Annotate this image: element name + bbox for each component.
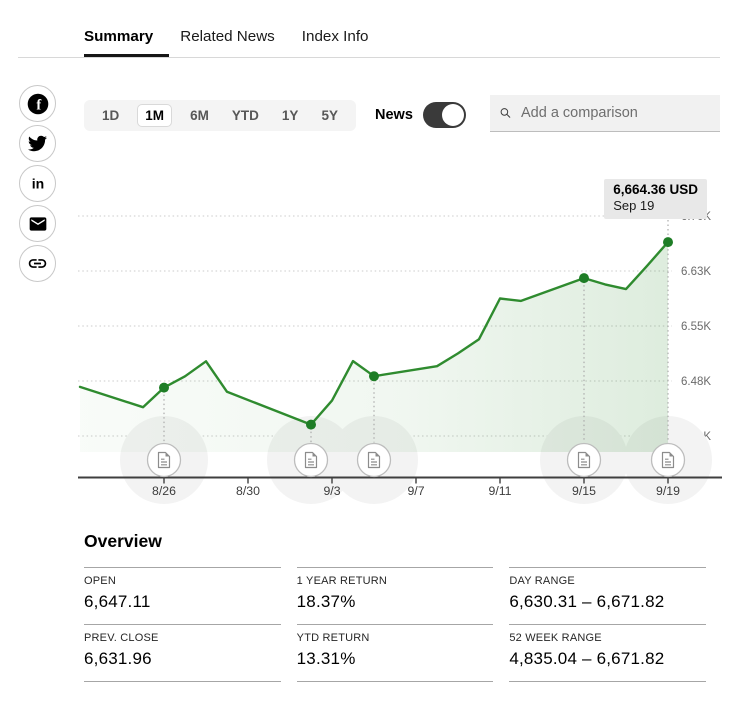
news-toggle-group: News: [375, 102, 466, 128]
overview-cell-1yr-return: 1 YEAR RETURN 18.37%: [296, 567, 494, 624]
overview-cell-ytd-return: YTD RETURN 13.31%: [296, 624, 494, 682]
news-story-button[interactable]: [146, 442, 182, 478]
range-ytd[interactable]: YTD: [227, 105, 264, 126]
comparison-search: [490, 95, 720, 132]
overview-cell-open: OPEN 6,647.11: [84, 567, 281, 624]
overview-title: Overview: [84, 531, 162, 551]
cell-value: 6,630.31 – 6,671.82: [509, 592, 665, 611]
chart-tooltip: 6,664.36 USD Sep 19: [604, 179, 707, 219]
x-axis-label: 9/15: [572, 484, 596, 498]
cell-value: 6,647.11: [84, 592, 151, 611]
news-story-button[interactable]: [566, 442, 602, 478]
svg-text:in: in: [31, 175, 43, 191]
search-icon: [500, 108, 511, 118]
news-story-button[interactable]: [293, 442, 329, 478]
tooltip-price: 6,664.36 USD: [613, 182, 698, 197]
tab-summary[interactable]: Summary: [84, 28, 154, 45]
news-toggle[interactable]: [422, 102, 466, 128]
share-facebook-button[interactable]: f: [19, 85, 56, 122]
x-axis-label: 8/30: [236, 484, 260, 498]
overview-cell-prev-close: PREV. CLOSE 6,631.96: [84, 624, 281, 682]
cell-value: 6,631.96: [84, 649, 152, 668]
y-axis-label: 6.63K: [681, 266, 711, 278]
svg-text:f: f: [36, 97, 41, 113]
toggle-knob: [441, 104, 464, 126]
tab-index-info[interactable]: Index Info: [301, 28, 369, 45]
tab-bar: Summary Related News Index Info: [84, 28, 369, 59]
tooltip-date: Sep 19: [613, 198, 655, 214]
overview-grid: OPEN 6,647.11 1 YEAR RETURN 18.37% DAY R…: [84, 567, 706, 682]
email-icon: [29, 216, 46, 231]
cell-label: PREV. CLOSE: [84, 632, 159, 644]
data-point-dot: [306, 419, 316, 430]
share-copy-link-button[interactable]: [19, 245, 56, 282]
data-point-dot: [663, 237, 673, 248]
data-point-dot: [369, 371, 379, 382]
twitter-icon: [28, 135, 47, 152]
cell-label: 52 WEEK RANGE: [509, 632, 602, 644]
tab-related-news[interactable]: Related News: [180, 28, 275, 45]
cell-label: OPEN: [84, 575, 116, 587]
share-rail: f in: [19, 85, 56, 282]
facebook-icon: f: [27, 93, 48, 114]
price-line: [78, 240, 670, 426]
range-6m[interactable]: 6M: [185, 105, 214, 126]
range-1m[interactable]: 1M: [137, 104, 173, 127]
link-icon: [28, 259, 47, 268]
share-email-button[interactable]: [19, 205, 56, 242]
tab-bar-divider: [18, 57, 720, 58]
data-point-dot: [159, 382, 169, 393]
news-toggle-label: News: [375, 107, 413, 123]
x-axis-label: 8/26: [152, 484, 176, 498]
cell-label: 1 YEAR RETURN: [296, 575, 388, 587]
chart-canvas[interactable]: 6.70K6.63K6.55K6.48K6.40K8/268/309/39/79…: [0, 165, 735, 505]
x-axis-label: 9/19: [656, 484, 680, 498]
x-axis-label: 9/3: [323, 484, 340, 498]
active-tab-underline: [84, 54, 169, 58]
range-1d[interactable]: 1D: [97, 105, 124, 126]
x-axis-label: 9/11: [488, 484, 511, 498]
linkedin-icon: in: [31, 175, 43, 191]
range-selector: 1D 1M 6M YTD 1Y 5Y: [84, 100, 356, 131]
news-story-button[interactable]: [650, 442, 686, 478]
price-chart: 6.70K6.63K6.55K6.48K6.40K8/268/309/39/79…: [0, 165, 735, 505]
news-story-button[interactable]: [356, 442, 392, 478]
share-twitter-button[interactable]: [19, 125, 56, 162]
overview-cell-52wk-range: 52 WEEK RANGE 4,835.04 – 6,671.82: [509, 624, 706, 682]
cell-value: 13.31%: [296, 649, 356, 668]
data-point-dot: [579, 273, 589, 284]
cell-value: 18.37%: [296, 592, 356, 611]
range-5y[interactable]: 5Y: [316, 105, 343, 126]
area-fill: [80, 242, 668, 452]
comparison-search-input[interactable]: [519, 104, 710, 122]
y-axis-label: 6.55K: [681, 321, 711, 333]
x-axis-label: 9/7: [407, 484, 424, 498]
share-linkedin-button[interactable]: in: [19, 165, 56, 202]
range-1y[interactable]: 1Y: [277, 105, 304, 126]
cell-label: YTD RETURN: [296, 632, 370, 644]
cell-label: DAY RANGE: [509, 575, 575, 587]
cell-value: 4,835.04 – 6,671.82: [509, 649, 665, 668]
y-axis-label: 6.48K: [681, 376, 711, 388]
overview-cell-day-range: DAY RANGE 6,630.31 – 6,671.82: [509, 567, 706, 624]
